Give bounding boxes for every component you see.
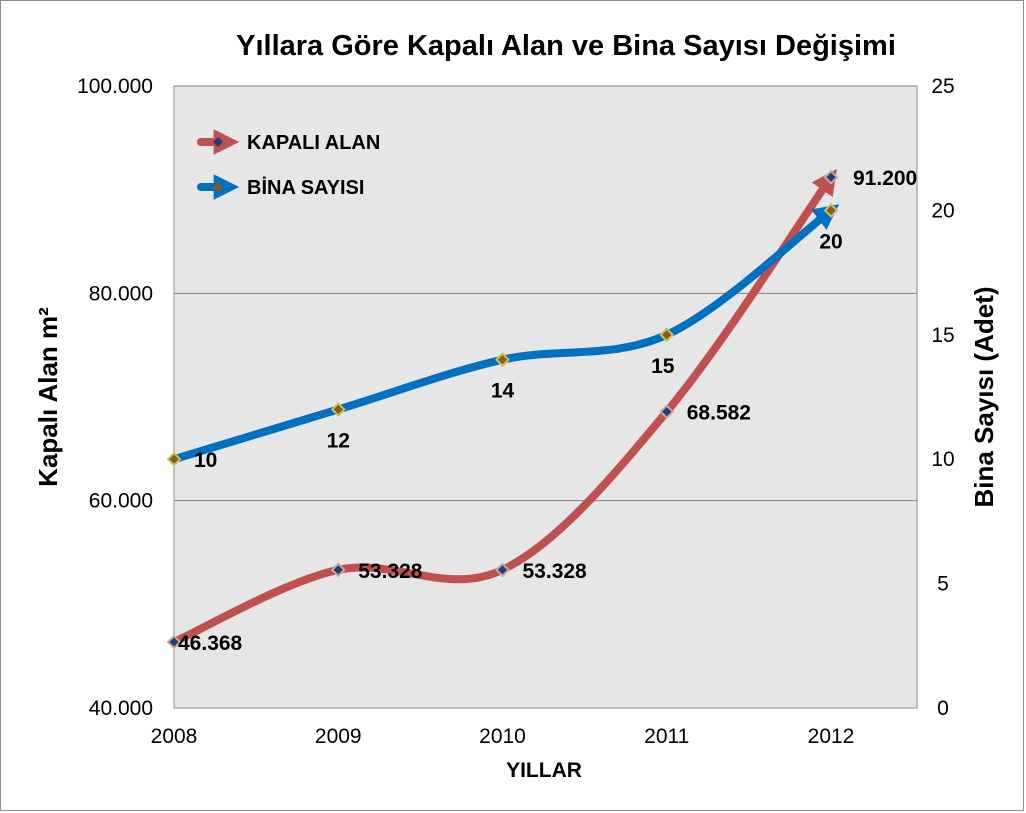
y-right-tick-label: 25: [931, 75, 954, 98]
data-label: 12: [327, 429, 350, 452]
x-axis-ticks: 2008 2009 2010 2011 2012: [151, 725, 855, 748]
data-point-marker: [166, 451, 182, 467]
data-label: 46.368: [178, 632, 243, 655]
x-tick-label: 2012: [808, 725, 855, 748]
y-right-tick-label: 20: [931, 199, 954, 222]
data-point-marker: [330, 402, 346, 417]
data-point-marker: [659, 327, 675, 343]
data-point-marker: [495, 352, 510, 368]
y-left-tick-label: 40.000: [89, 697, 153, 720]
x-tick-label: 2010: [479, 725, 526, 748]
data-point-marker: [166, 634, 182, 650]
data-point-marker: [495, 562, 510, 578]
legend-marker: [213, 137, 223, 147]
data-point-marker: [659, 404, 675, 420]
legend: KAPALI ALAN BİNA SAYISI: [197, 129, 380, 200]
data-label: 53.328: [523, 560, 588, 583]
x-tick-label: 2009: [315, 725, 362, 748]
y-left-tick-label: 80.000: [89, 282, 153, 305]
data-label: 10: [194, 449, 217, 472]
series-bina-sayisi: 10 12 14 15 20: [166, 202, 843, 472]
gridlines: [174, 85, 917, 502]
data-label: 91.200: [853, 167, 917, 190]
y-right-tick-label: 5: [937, 573, 949, 596]
series-layer: 46.368 53.328 53.328 68.582 91.200 10 12 14 15 20: [166, 167, 917, 655]
legend-label: BİNA SAYISI: [247, 176, 364, 199]
data-label: 68.582: [687, 402, 751, 425]
data-point-marker: [823, 169, 839, 185]
x-axis-title: YILLAR: [506, 759, 582, 782]
legend-marker: [213, 182, 223, 192]
y-axis-right-title: Bina Sayısı (Adet): [969, 286, 999, 507]
series-line: [170, 168, 837, 646]
x-tick-label: 2011: [644, 725, 689, 748]
data-label: 14: [491, 380, 515, 403]
legend-label: KAPALI ALAN: [247, 132, 380, 154]
y-axis-left-title: Kapalı Alan m²: [33, 307, 63, 487]
y-left-tick-label: 60.000: [89, 490, 153, 513]
y-right-tick-label: 15: [931, 324, 954, 347]
data-point-marker: [823, 202, 839, 218]
chart-title: Yıllara Göre Kapalı Alan ve Bina Sayısı …: [236, 30, 896, 62]
y-right-tick-label: 10: [931, 448, 954, 471]
right-axis-ticks: 0 5 10 15 20 25: [931, 75, 954, 720]
series-kapali-alan: 46.368 53.328 53.328 68.582 91.200: [166, 167, 917, 655]
data-label: 20: [819, 230, 842, 253]
data-label: 15: [651, 355, 675, 378]
data-point-marker: [330, 562, 346, 578]
data-label: 53.328: [358, 560, 423, 583]
x-tick-label: 2008: [151, 725, 198, 748]
y-left-tick-label: 100.000: [77, 75, 153, 98]
y-right-tick-label: 0: [937, 697, 949, 720]
plot-area: [173, 85, 918, 709]
left-axis-ticks: 40.000 60.000 80.000 100.000: [77, 75, 153, 720]
